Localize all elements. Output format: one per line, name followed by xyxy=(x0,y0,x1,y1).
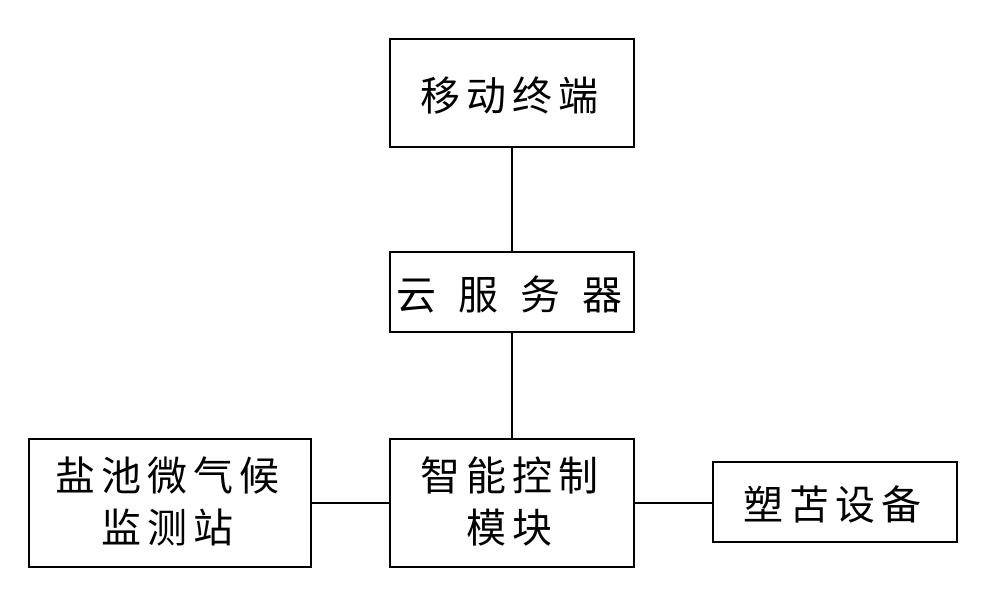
edge-cloud-to-control xyxy=(511,333,513,438)
node-mobile-terminal: 移动终端 xyxy=(389,38,635,148)
label-microclimate-station: 盐池微气候 监测站 xyxy=(55,451,285,555)
label-mobile-terminal: 移动终端 xyxy=(420,64,604,122)
node-microclimate-station: 盐池微气候 监测站 xyxy=(28,438,312,568)
label-cloud-server: 云 服 务 器 xyxy=(396,263,628,321)
node-shaping-equipment: 塑苫设备 xyxy=(712,461,958,543)
label-shaping-equipment: 塑苫设备 xyxy=(743,473,927,531)
node-control-module: 智能控制 模块 xyxy=(389,438,635,568)
label-control-module: 智能控制 模块 xyxy=(420,451,604,555)
node-cloud-server: 云 服 务 器 xyxy=(389,251,635,333)
edge-station-to-control xyxy=(312,502,389,504)
edge-mobile-to-cloud xyxy=(511,148,513,251)
edge-control-to-equipment xyxy=(635,502,712,504)
